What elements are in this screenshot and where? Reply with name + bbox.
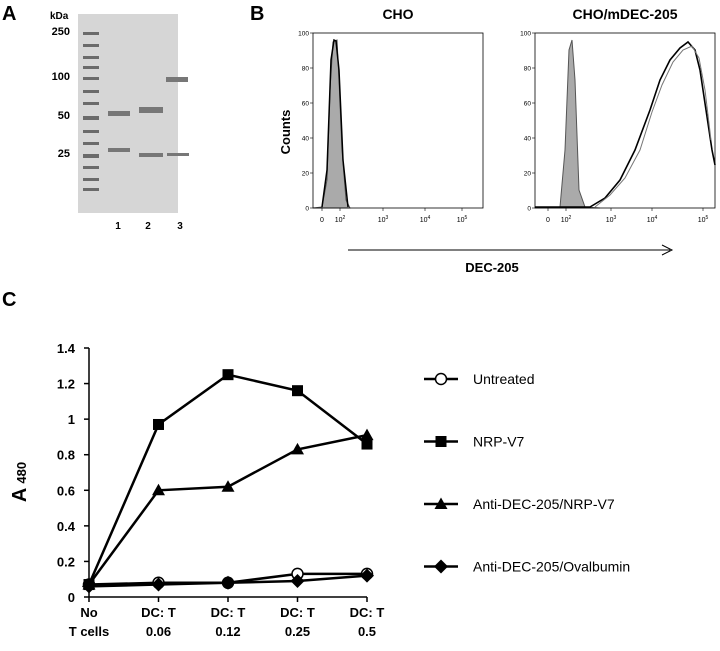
y-tick-label: 100 bbox=[298, 31, 309, 38]
x-tick-label: 104 bbox=[420, 215, 431, 224]
y-tick-label: 0.2 bbox=[57, 554, 75, 569]
y-axis-label: Counts bbox=[278, 110, 293, 155]
y-tick-label: 1.2 bbox=[57, 377, 75, 392]
histogram-title: CHO bbox=[382, 6, 413, 22]
y-tick-label: 60 bbox=[524, 101, 532, 108]
panel-label: B bbox=[250, 3, 264, 25]
y-tick-label: 0 bbox=[305, 206, 309, 213]
legend-marker bbox=[434, 497, 448, 509]
gel bbox=[78, 14, 189, 213]
x-tick-label: T cells bbox=[69, 624, 109, 639]
point bbox=[360, 568, 374, 583]
legend-marker bbox=[434, 372, 448, 386]
point bbox=[361, 438, 373, 450]
series-line bbox=[87, 373, 368, 586]
legend-label: Anti-DEC-205/NRP-V7 bbox=[473, 496, 615, 512]
y-tick-label: 80 bbox=[302, 66, 310, 73]
x-tick-label: No bbox=[80, 605, 97, 620]
point bbox=[152, 483, 165, 496]
y-tick-label: 0 bbox=[527, 206, 531, 213]
legend-label: NRP-V7 bbox=[473, 434, 525, 450]
point bbox=[291, 442, 304, 455]
x-axis-label: DEC-205 bbox=[465, 260, 518, 275]
x-tick-label: 105 bbox=[698, 215, 709, 224]
histogram-frame bbox=[534, 32, 716, 209]
point bbox=[151, 577, 166, 592]
marker-label: 250 bbox=[52, 26, 70, 38]
x-tick-label: 103 bbox=[378, 215, 389, 224]
x-tick-label: 0.5 bbox=[358, 624, 376, 639]
y-tick-label: 1 bbox=[68, 412, 75, 427]
marker-label: 50 bbox=[58, 110, 70, 122]
y-tick-label: 80 bbox=[524, 66, 532, 73]
legend-marker bbox=[434, 559, 448, 574]
y-tick-label: 1.4 bbox=[57, 341, 76, 356]
histogram-title: CHO/mDEC-205 bbox=[572, 6, 677, 22]
point bbox=[222, 369, 234, 381]
arrow-head bbox=[661, 244, 674, 256]
panel-label: A bbox=[2, 3, 16, 25]
legend-label: Anti-DEC-205/Ovalbumin bbox=[473, 559, 630, 575]
x-tick-label: 0.12 bbox=[215, 624, 240, 639]
y-tick-label: 60 bbox=[302, 101, 310, 108]
y-tick-label: 0 bbox=[68, 590, 75, 605]
x-tick-label: 102 bbox=[335, 215, 346, 224]
x-tick-label: 103 bbox=[606, 215, 617, 224]
point bbox=[153, 418, 164, 430]
point bbox=[292, 385, 303, 397]
histogram-curves bbox=[312, 38, 716, 209]
x-tick-label: 105 bbox=[457, 215, 468, 224]
y-tick-label: 0.8 bbox=[57, 448, 75, 463]
lane-label: 3 bbox=[177, 221, 183, 232]
x-tick-label: DC: T bbox=[141, 605, 176, 620]
series-line bbox=[87, 433, 368, 586]
x-tick-label: DC: T bbox=[280, 605, 315, 620]
y-tick-label: 40 bbox=[524, 136, 532, 143]
y-tick-label: 40 bbox=[302, 136, 310, 143]
x-tick-label: 0 bbox=[546, 217, 550, 224]
marker-label: 100 bbox=[52, 71, 70, 83]
point bbox=[360, 428, 374, 441]
marker-label: 25 bbox=[58, 148, 70, 160]
point bbox=[290, 573, 305, 588]
y-tick-label: 20 bbox=[302, 171, 310, 178]
unit-label: kDa bbox=[50, 11, 69, 22]
histogram-frame bbox=[312, 32, 484, 209]
y-tick-label: 0.4 bbox=[57, 519, 76, 534]
panel-label: C bbox=[2, 289, 16, 311]
y-tick-label: 0.6 bbox=[57, 483, 75, 498]
point bbox=[221, 480, 235, 492]
point bbox=[221, 575, 235, 590]
x-tick-label: 0.06 bbox=[146, 624, 171, 639]
x-tick-label: 0 bbox=[320, 217, 324, 224]
x-tick-label: 0.25 bbox=[285, 624, 310, 639]
lane-label: 2 bbox=[145, 221, 151, 232]
y-axis-label: A480 bbox=[9, 462, 31, 502]
point bbox=[82, 579, 96, 594]
x-tick-label: DC: T bbox=[350, 605, 385, 620]
y-tick-label: 100 bbox=[520, 31, 531, 38]
legend-marker bbox=[435, 436, 447, 447]
x-tick-label: 102 bbox=[561, 215, 572, 224]
x-tick-label: 104 bbox=[647, 215, 658, 224]
legend-label: Untreated bbox=[473, 371, 534, 387]
y-tick-label: 20 bbox=[524, 171, 532, 178]
x-tick-label: DC: T bbox=[211, 605, 246, 620]
lane-label: 1 bbox=[115, 221, 121, 232]
